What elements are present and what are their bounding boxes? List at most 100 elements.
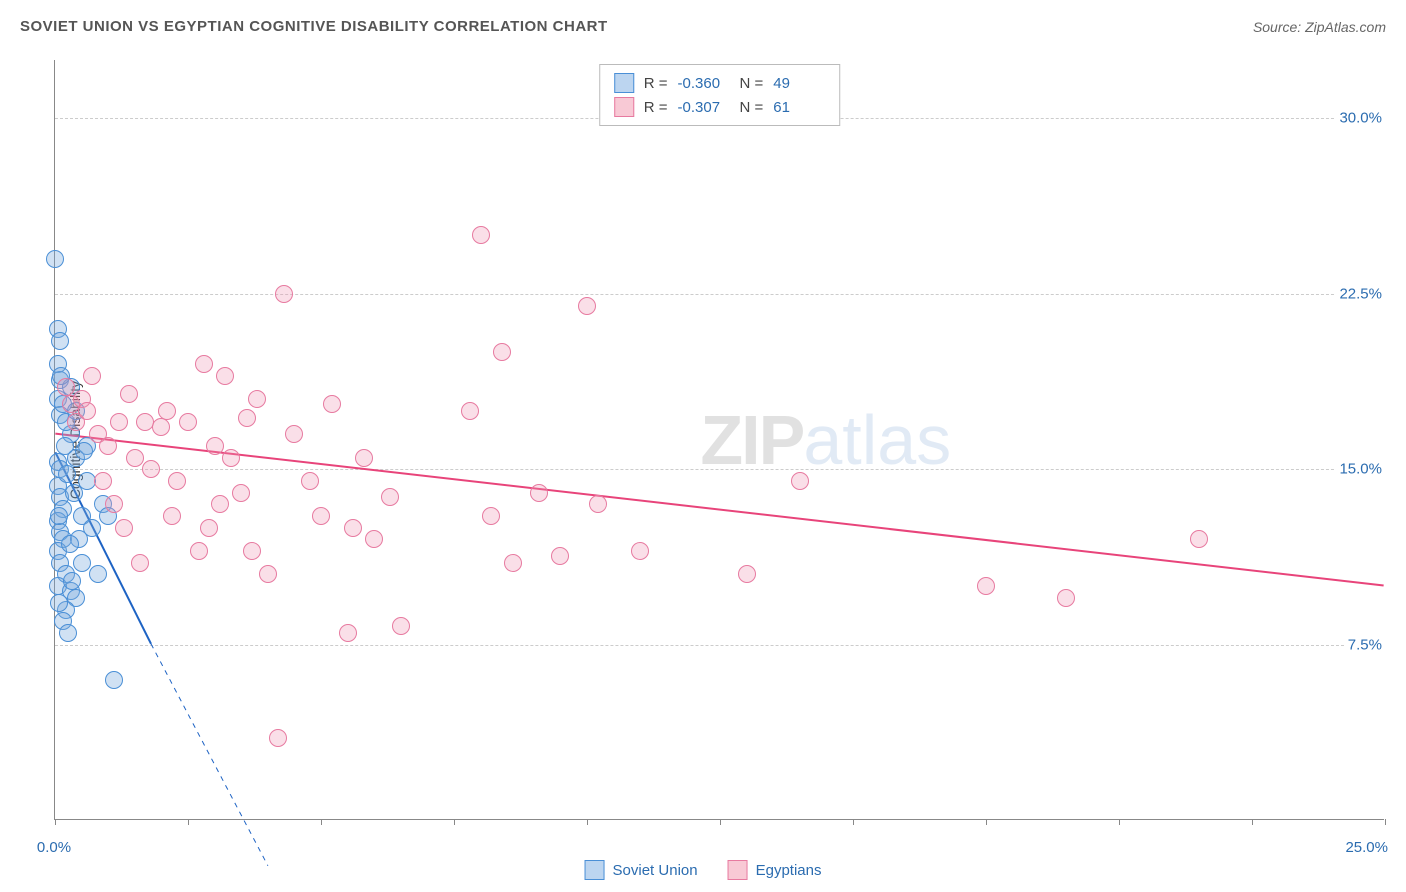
y-tick-label: 7.5% <box>1344 636 1386 653</box>
x-tick <box>853 819 854 825</box>
legend-swatch <box>614 73 634 93</box>
data-point <box>126 449 144 467</box>
data-point <box>392 617 410 635</box>
gridline <box>55 645 1384 646</box>
data-point <box>248 390 266 408</box>
data-point <box>206 437 224 455</box>
legend-swatch <box>614 97 634 117</box>
legend-label: Egyptians <box>756 862 822 879</box>
data-point <box>190 542 208 560</box>
data-point <box>105 495 123 513</box>
n-label: N = <box>740 99 764 116</box>
n-value: 61 <box>773 99 825 116</box>
watermark-zip: ZIP <box>700 401 803 479</box>
n-label: N = <box>740 75 764 92</box>
data-point <box>59 624 77 642</box>
data-point <box>120 385 138 403</box>
watermark: ZIPatlas <box>700 400 951 480</box>
stats-legend-row: R =-0.360N =49 <box>614 71 826 95</box>
data-point <box>259 565 277 583</box>
data-point <box>195 355 213 373</box>
data-point <box>152 418 170 436</box>
data-point <box>493 343 511 361</box>
data-point <box>57 378 75 396</box>
data-point <box>269 729 287 747</box>
x-tick <box>188 819 189 825</box>
data-point <box>110 413 128 431</box>
data-point <box>472 226 490 244</box>
data-point <box>461 402 479 420</box>
data-point <box>1190 530 1208 548</box>
data-point <box>344 519 362 537</box>
data-point <box>158 402 176 420</box>
data-point <box>179 413 197 431</box>
data-point <box>738 565 756 583</box>
data-point <box>1057 589 1075 607</box>
data-point <box>73 554 91 572</box>
chart-title: SOVIET UNION VS EGYPTIAN COGNITIVE DISAB… <box>20 18 608 35</box>
data-point <box>163 507 181 525</box>
data-point <box>530 484 548 502</box>
x-tick <box>587 819 588 825</box>
legend-item: Egyptians <box>728 860 822 880</box>
n-value: 49 <box>773 75 825 92</box>
watermark-atlas: atlas <box>803 401 951 479</box>
x-tick <box>720 819 721 825</box>
data-point <box>105 671 123 689</box>
stats-legend-row: R = -0.307 N = 61 <box>614 95 826 119</box>
data-point <box>50 594 68 612</box>
data-point <box>222 449 240 467</box>
x-tick <box>1119 819 1120 825</box>
data-point <box>61 535 79 553</box>
data-point <box>977 577 995 595</box>
bottom-legend: Soviet Union Egyptians <box>585 860 822 880</box>
legend-swatch <box>585 860 605 880</box>
data-point <box>216 367 234 385</box>
x-tick <box>1385 819 1386 825</box>
r-value: -0.307 <box>678 99 730 116</box>
data-point <box>65 484 83 502</box>
legend-label: Soviet Union <box>613 862 698 879</box>
data-point <box>89 565 107 583</box>
data-point <box>482 507 500 525</box>
data-point <box>56 437 74 455</box>
y-tick-label: 15.0% <box>1335 461 1386 478</box>
data-point <box>323 395 341 413</box>
r-label: R = <box>644 75 668 92</box>
data-point <box>791 472 809 490</box>
data-point <box>99 437 117 455</box>
legend-swatch <box>728 860 748 880</box>
data-point <box>115 519 133 537</box>
legend-item: Soviet Union <box>585 860 698 880</box>
data-point <box>200 519 218 537</box>
x-tick <box>1252 819 1253 825</box>
data-point <box>381 488 399 506</box>
data-point <box>578 297 596 315</box>
data-point <box>312 507 330 525</box>
x-tick <box>55 819 56 825</box>
data-point <box>551 547 569 565</box>
r-label: R = <box>644 99 668 116</box>
data-point <box>232 484 250 502</box>
gridline <box>55 294 1384 295</box>
plot-area: Cognitive Disability ZIPatlas 7.5%15.0%2… <box>54 60 1384 820</box>
data-point <box>142 460 160 478</box>
data-point <box>131 554 149 572</box>
x-tick <box>986 819 987 825</box>
data-point <box>339 624 357 642</box>
data-point <box>285 425 303 443</box>
gridline <box>55 469 1384 470</box>
trend-lines <box>55 60 1384 819</box>
data-point <box>94 472 112 490</box>
data-point <box>50 507 68 525</box>
stats-legend: R =-0.360N =49R =-0.307N =61 <box>599 64 841 126</box>
data-point <box>75 442 93 460</box>
data-point <box>589 495 607 513</box>
source-label: Source: ZipAtlas.com <box>1253 19 1386 35</box>
data-point <box>58 465 76 483</box>
data-point <box>631 542 649 560</box>
x-tick <box>454 819 455 825</box>
y-tick-label: 22.5% <box>1335 285 1386 302</box>
data-point <box>51 332 69 350</box>
x-tick-label-min: 0.0% <box>37 839 71 856</box>
